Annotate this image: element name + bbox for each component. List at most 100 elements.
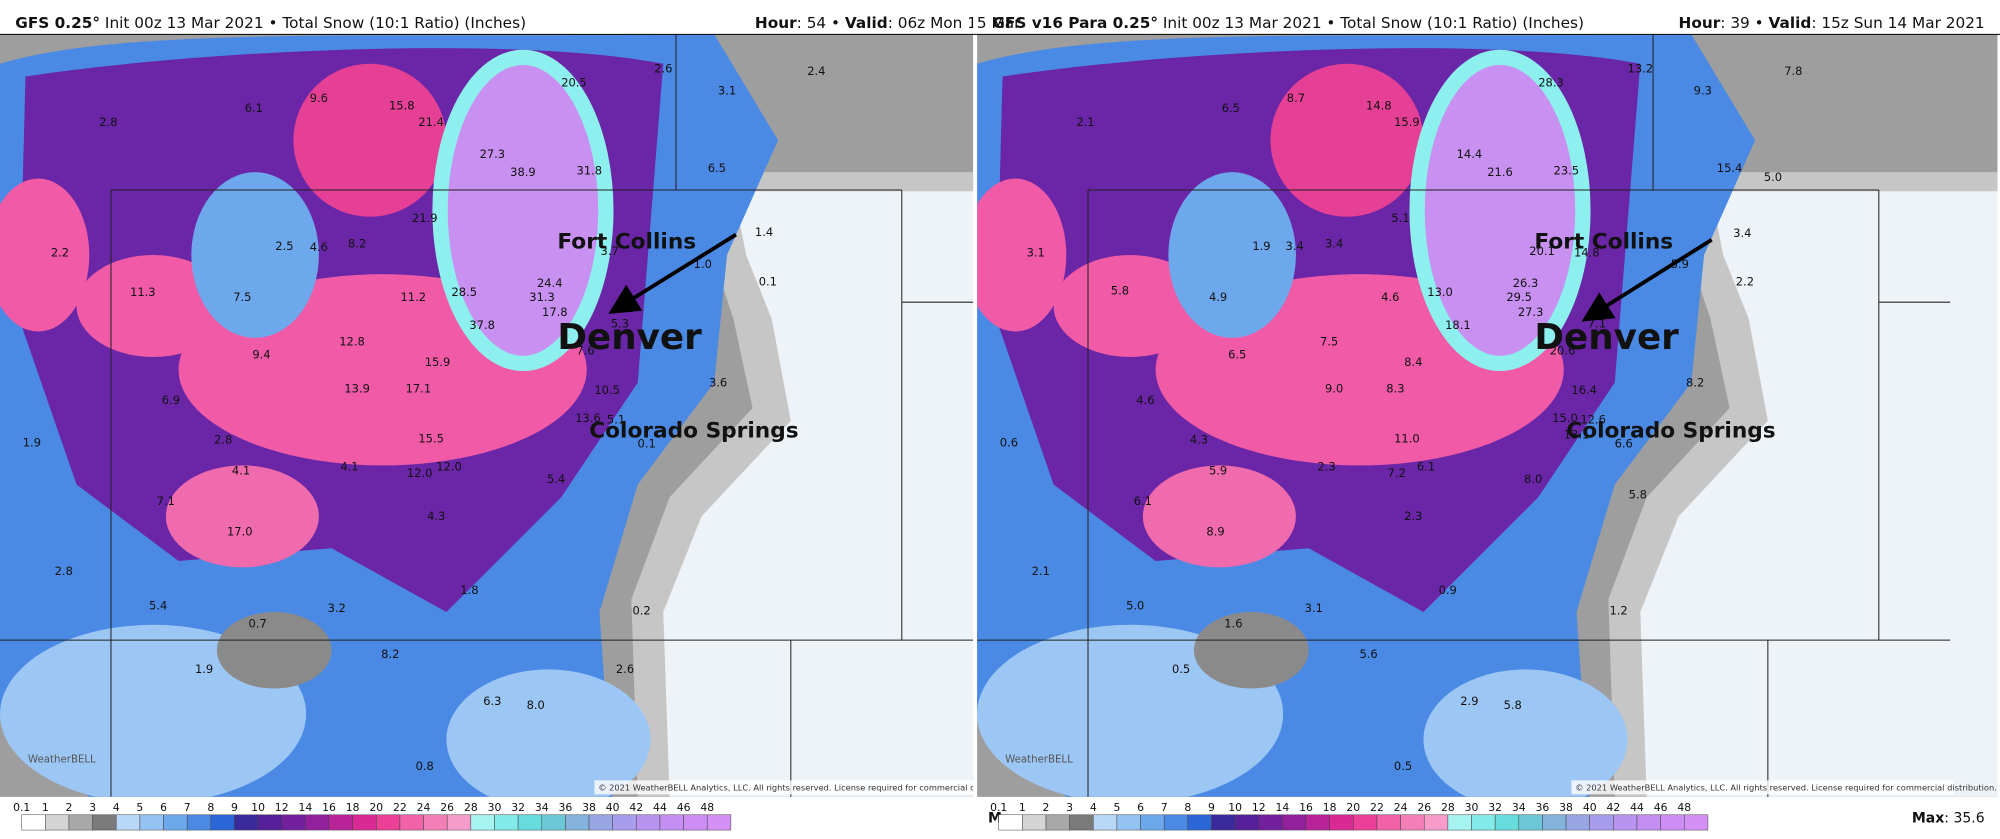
snow-amount: 2.9 <box>1460 694 1478 708</box>
title: GFS v16 Para 0.25° Init 00z 13 Mar 2021 … <box>992 14 1584 32</box>
colorbar-label: 20 <box>1346 801 1360 814</box>
colorbar-label: 24 <box>417 801 431 814</box>
colorbar-label: 1 <box>42 801 49 814</box>
snow-amount: 26.3 <box>1513 276 1539 290</box>
snow-amount: 5.9 <box>1671 257 1689 271</box>
snow-amount: 15.5 <box>418 431 444 445</box>
colorbar-swatch <box>565 814 590 831</box>
copyright-bg <box>1571 780 1955 795</box>
city-label: Denver <box>557 317 702 358</box>
snow-contour <box>1409 49 1591 372</box>
snow-amount: 0.6 <box>1000 435 1018 449</box>
colorbar-label: 7 <box>1161 801 1168 814</box>
snow-amount: 4.3 <box>427 509 445 523</box>
colorbar-swatch <box>139 814 164 831</box>
snow-amount: 0.9 <box>1439 583 1457 597</box>
title-bold: GFS 0.25° <box>15 14 100 32</box>
snow-contour <box>76 255 230 358</box>
colorbar-swatch <box>210 814 235 831</box>
colorbar-swatch <box>45 814 70 831</box>
colorbar-label: 5 <box>1113 801 1120 814</box>
colorbar-label: 30 <box>1465 801 1479 814</box>
colorbar-swatch <box>998 814 1023 831</box>
snow-amount: 13.1 <box>1564 428 1590 442</box>
snow-amount: 13.6 <box>575 411 601 425</box>
colorbar-swatch <box>1022 814 1047 831</box>
colorbar-swatch <box>1211 814 1236 831</box>
colorbar-label: 4 <box>1090 801 1097 814</box>
snow-amount: 0.7 <box>249 616 267 630</box>
colorbar-label: 8 <box>1184 801 1191 814</box>
colorbar-label: 6 <box>1137 801 1144 814</box>
snow-amount: 9.6 <box>310 91 328 105</box>
colorbar-swatch <box>1471 814 1496 831</box>
snow-amount: 27.3 <box>480 147 506 161</box>
colorbar-swatch <box>636 814 661 831</box>
snow-amount: 37.8 <box>469 318 495 332</box>
snow-contour <box>165 465 319 568</box>
snow-amount: 2.5 <box>275 239 293 253</box>
colorbar-swatch <box>1565 814 1590 831</box>
colorbar-swatch <box>399 814 424 831</box>
snow-amount: 17.8 <box>542 305 568 319</box>
colorbar-label: 10 <box>1228 801 1242 814</box>
colorbar-label: 0.1 <box>13 801 30 814</box>
colorbar-swatch <box>305 814 330 831</box>
colorbar-swatch <box>659 814 684 831</box>
colorbar-label: 14 <box>298 801 312 814</box>
colorbar-swatch <box>1116 814 1141 831</box>
colorbar-swatch <box>1329 814 1354 831</box>
snow-amount: 3.1 <box>1027 245 1045 259</box>
snow-amount: 5.1 <box>1391 211 1409 225</box>
colorbar-label: 4 <box>113 801 120 814</box>
snow-amount: 6.1 <box>1417 460 1435 474</box>
snow-contour <box>0 178 90 332</box>
state-borders <box>977 34 1951 797</box>
snow-amount: 6.5 <box>1222 101 1240 115</box>
colorbar-label: 38 <box>1559 801 1573 814</box>
snow-amount: 9.0 <box>1325 382 1343 396</box>
snow-amount: 8.3 <box>1386 382 1404 396</box>
snow-amount: 8.0 <box>527 698 545 712</box>
colorbar-label: 10 <box>251 801 265 814</box>
colorbar-label: 3 <box>89 801 96 814</box>
hour-label: Hour <box>755 14 797 32</box>
snow-amount: 9.3 <box>1694 83 1712 97</box>
colorbar-label: 5 <box>136 801 143 814</box>
snow-amount: 21.6 <box>1487 165 1513 179</box>
city-label: Colorado Springs <box>1566 418 1775 443</box>
colorbar-label: 6 <box>160 801 167 814</box>
colorbar-label: 34 <box>1512 801 1526 814</box>
snow-amount: 21.4 <box>418 115 444 129</box>
colorbar-swatch <box>163 814 188 831</box>
colorbar-label: 42 <box>629 801 643 814</box>
snow-contour <box>191 172 319 338</box>
snow-amount: 5.0 <box>1764 170 1782 184</box>
colorbar-swatch <box>1093 814 1118 831</box>
snow-amount: 14.8 <box>1574 245 1600 259</box>
snow-amount: 20.6 <box>1550 343 1576 357</box>
colorbar-label: 18 <box>346 801 360 814</box>
snow-amount: 5.0 <box>1126 598 1144 612</box>
valid-time: Hour: 54 • Valid: 06z Mon 15 Mar <box>755 14 1021 32</box>
colorbar-swatch <box>186 814 212 831</box>
colorbar-label: 18 <box>1323 801 1337 814</box>
snow-contour <box>663 191 974 797</box>
snow-contour <box>446 669 651 797</box>
snow-amount: 4.1 <box>232 463 250 477</box>
colorbar-swatch <box>1258 814 1283 831</box>
snow-amount: 2.1 <box>1032 564 1050 578</box>
snow-amount: 15.9 <box>425 355 451 369</box>
snow-amount: 6.5 <box>708 161 726 175</box>
snow-amount: 4.6 <box>1136 393 1154 407</box>
colorbar-label: 36 <box>1536 801 1550 814</box>
snow-amount: 1.8 <box>460 583 478 597</box>
snow-amount: 8.2 <box>1686 375 1704 389</box>
snow-amount: 1.6 <box>1224 616 1242 630</box>
colorbar-swatch <box>1069 814 1094 831</box>
colorbar-label: 28 <box>464 801 478 814</box>
title-rest: Init 00z 13 Mar 2021 • Total Snow (10:1 … <box>100 14 526 32</box>
colorbar-swatch <box>1589 814 1614 831</box>
snow-amount: 0.5 <box>1172 662 1190 676</box>
colorbar-label: 2 <box>66 801 73 814</box>
